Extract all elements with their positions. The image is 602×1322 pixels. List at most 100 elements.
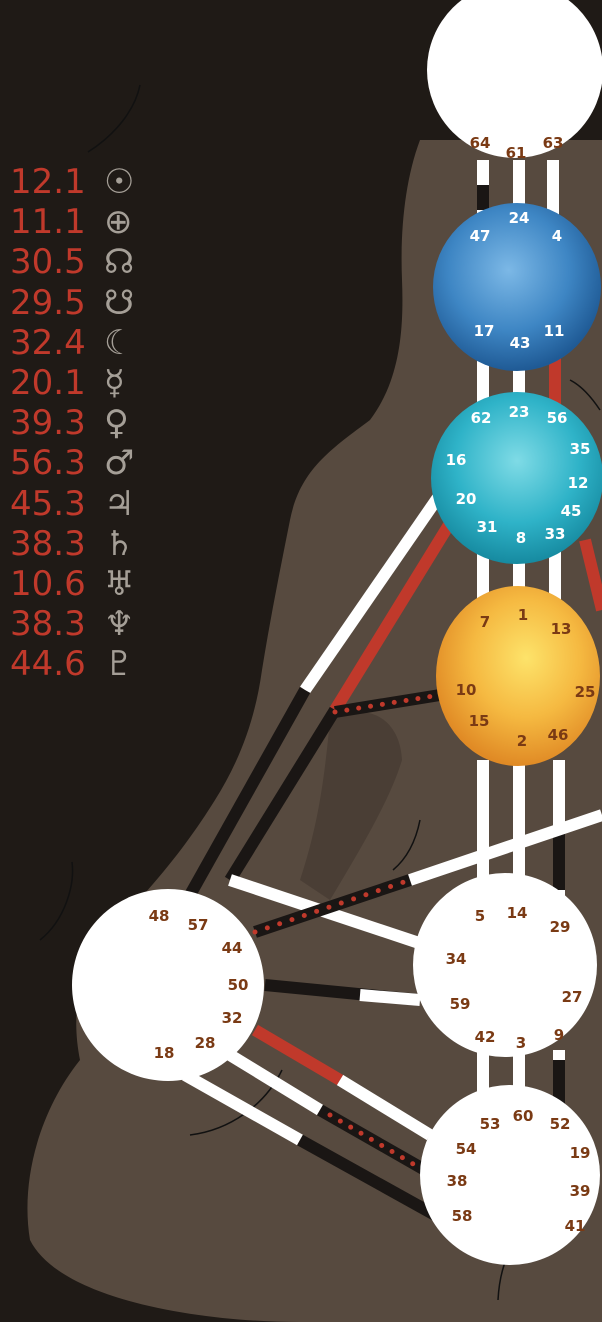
gate-label-head: 63 [542, 134, 564, 152]
planet-row: 20.1 ☿ [10, 363, 125, 403]
planet-row: 11.1 ⊕ [10, 202, 133, 242]
arrow-bottom [39, 861, 74, 941]
planet-value: 56.3 [10, 443, 86, 484]
planet-row: 45.3 ♃ [10, 484, 134, 524]
gate-label-root: 52 [549, 1115, 571, 1133]
planet-value: 10.6 [10, 564, 86, 604]
arm-shadow [300, 712, 402, 900]
sun-icon: ☉ [104, 162, 135, 202]
uranus-icon: ♅ [104, 564, 135, 604]
gate-label-spleen: 48 [148, 907, 170, 925]
gate-label-spleen: 28 [194, 1034, 216, 1052]
gate-label-root: 19 [569, 1144, 591, 1162]
gate-label-throat: 16 [445, 451, 467, 469]
planet-row: 38.3 ♄ [10, 524, 134, 564]
planet-row: 30.5 ☊ [10, 242, 134, 282]
planet-row: 10.6 ♅ [10, 564, 134, 604]
gate-label-g: 25 [574, 683, 596, 701]
gate-label-throat: 23 [508, 403, 530, 421]
gate-label-root: 58 [451, 1207, 473, 1225]
saturn-icon: ♄ [104, 523, 135, 564]
planet-row: 29.5 ☋ [10, 283, 134, 323]
gate-label-sacral: 3 [515, 1034, 527, 1052]
gate-label-throat: 33 [544, 525, 566, 543]
gate-label-sacral: 27 [561, 988, 583, 1006]
gate-label-root: 38 [446, 1172, 468, 1190]
arrow-top [87, 84, 141, 153]
gate-label-ajna: 43 [509, 334, 531, 352]
gate-label-throat: 35 [569, 440, 591, 458]
planet-row: 32.4 ☾ [10, 323, 134, 363]
gate-label-spleen: 44 [221, 939, 243, 957]
north-node-icon: ☊ [104, 242, 135, 283]
planet-row: 39.3 ♀ [10, 403, 129, 443]
planet-value: 45.3 [10, 483, 86, 524]
planet-value: 29.5 [10, 282, 86, 323]
planet-value: 39.3 [10, 403, 86, 444]
gate-label-sacral: 42 [474, 1028, 496, 1046]
gate-label-root: 60 [512, 1107, 534, 1125]
gate-label-sacral: 5 [474, 907, 486, 925]
planet-row: 56.3 ♂ [10, 443, 134, 483]
gate-label-head: 64 [469, 134, 491, 152]
gate-label-ajna: 24 [508, 209, 530, 227]
planet-value: 12.1 [10, 162, 86, 202]
planet-row: 12.1 ☉ [10, 162, 134, 202]
gate-label-spleen: 32 [221, 1009, 243, 1027]
gate-label-g: 10 [455, 681, 477, 699]
planet-value: 38.3 [10, 604, 86, 645]
g-center [436, 586, 600, 766]
gate-label-sacral: 59 [449, 995, 471, 1013]
gate-label-ajna: 4 [551, 227, 563, 245]
gate-label-throat: 20 [455, 490, 477, 508]
earth-icon: ⊕ [104, 202, 133, 243]
gate-label-spleen: 50 [227, 976, 249, 994]
gate-label-g: 15 [468, 712, 490, 730]
planet-value: 32.4 [10, 322, 86, 363]
root-center [420, 1085, 600, 1265]
jupiter-icon: ♃ [104, 483, 135, 524]
venus-icon: ♀ [104, 403, 129, 444]
arrow-mid [392, 819, 421, 871]
gate-label-sacral: 14 [506, 904, 528, 922]
planet-value: 20.1 [10, 363, 86, 403]
gate-label-root: 54 [455, 1140, 477, 1158]
planet-row: 44.6 ♇ [10, 644, 134, 684]
ajna-center [433, 203, 601, 371]
gate-label-ajna: 17 [473, 322, 495, 340]
planet-value: 44.6 [10, 644, 86, 685]
planet-value: 38.3 [10, 523, 86, 564]
gate-label-root: 53 [479, 1115, 501, 1133]
gate-label-root: 41 [564, 1217, 586, 1235]
gate-label-throat: 8 [515, 529, 527, 547]
south-node-icon: ☋ [104, 282, 135, 323]
spleen-center [72, 889, 264, 1081]
gate-label-root: 39 [569, 1182, 591, 1200]
pluto-icon: ♇ [104, 644, 135, 685]
gate-label-throat: 56 [546, 409, 568, 427]
gate-label-sacral: 29 [549, 918, 571, 936]
mercury-icon: ☿ [104, 363, 125, 403]
gate-label-throat: 45 [560, 502, 582, 520]
gate-label-sacral: 9 [553, 1026, 565, 1044]
gate-label-g: 46 [547, 726, 569, 744]
gate-label-throat: 62 [470, 409, 492, 427]
gate-label-ajna: 11 [543, 322, 565, 340]
throat-center [431, 392, 602, 564]
gate-label-g: 2 [516, 732, 528, 750]
gate-label-throat: 12 [567, 474, 589, 492]
planet-value: 30.5 [10, 242, 86, 283]
gate-label-sacral: 34 [445, 950, 467, 968]
arrow-ajna [569, 379, 601, 411]
mars-icon: ♂ [104, 443, 135, 484]
gate-label-head: 61 [505, 144, 527, 162]
planet-value: 11.1 [10, 202, 86, 243]
planet-row: 38.3 ♆ [10, 604, 134, 644]
gate-label-g: 13 [550, 620, 572, 638]
moon-icon: ☾ [104, 322, 135, 363]
gate-label-spleen: 18 [153, 1044, 175, 1062]
head-center [427, 0, 602, 158]
gate-label-g: 7 [479, 613, 491, 631]
